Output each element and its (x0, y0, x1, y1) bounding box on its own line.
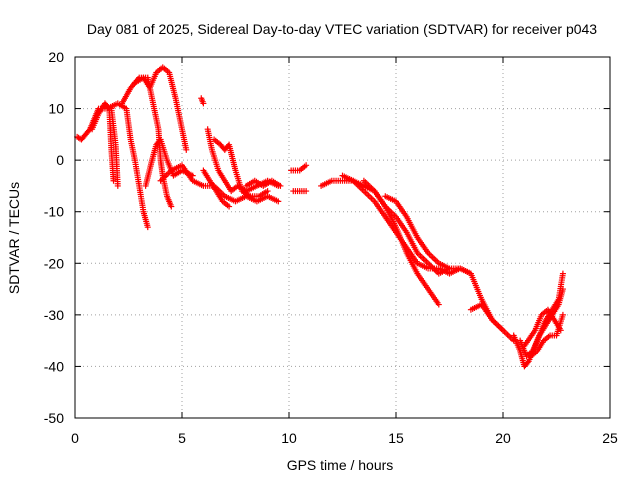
series-satellite-track-16 (339, 172, 474, 277)
series-satellite-track-4 (119, 74, 175, 210)
data-point (110, 177, 117, 184)
data-point (264, 188, 271, 195)
y-tick-label: 10 (48, 101, 64, 117)
y-tick-label: -20 (44, 255, 64, 271)
data-plot (74, 64, 566, 370)
x-axis-title: GPS time / hours (287, 457, 394, 473)
series-satellite-track-22 (527, 311, 566, 360)
data-point (277, 182, 284, 189)
y-tick-label: -40 (44, 358, 64, 374)
data-point (559, 311, 566, 318)
series-satellite-track-17 (360, 177, 453, 277)
data-point (435, 301, 442, 308)
series-satellite-track-13 (288, 162, 310, 174)
series-satellite-track-8 (198, 95, 207, 107)
series-satellite-track-6 (142, 136, 196, 189)
data-point (168, 203, 175, 210)
data-point (303, 188, 310, 195)
data-point (524, 359, 531, 366)
data-point (557, 327, 564, 334)
series-satellite-track-11 (200, 167, 233, 210)
data-point (275, 198, 282, 205)
x-tick-label: 10 (281, 430, 297, 446)
series-satellite-track-10 (211, 136, 271, 200)
data-point (559, 270, 566, 277)
x-tick-label: 20 (495, 430, 511, 446)
y-tick-label: 0 (56, 152, 64, 168)
series-satellite-track-23 (521, 306, 564, 349)
series-satellite-track-3 (104, 100, 151, 231)
tick-labels: 0 5 10 15 20 25 -50 -40 -30 -20 -10 0 10 20 (44, 49, 618, 446)
y-tick-label: -30 (44, 307, 64, 323)
series-satellite-track-5 (131, 64, 190, 153)
x-tick-label: 0 (71, 430, 79, 446)
y-tick-label: -10 (44, 204, 64, 220)
data-point (303, 162, 310, 169)
series-satellite-track-2 (89, 100, 117, 184)
x-tick-label: 15 (388, 430, 404, 446)
data-point (500, 327, 506, 334)
data-point (183, 146, 190, 153)
x-tick-label: 5 (178, 430, 186, 446)
data-point (200, 100, 207, 107)
plot-frame (74, 56, 611, 419)
chart-title: Day 081 of 2025, Sidereal Day-to-day VTE… (87, 21, 597, 37)
data-point (559, 286, 566, 293)
data-point (85, 127, 92, 134)
data-point (144, 224, 151, 231)
y-axis-title: SDTVAR / TECUs (6, 182, 22, 294)
series-satellite-track-14 (290, 188, 310, 195)
axis-ticks (74, 56, 611, 419)
series-satellite-track-12 (243, 177, 284, 189)
data-point (226, 203, 233, 210)
y-tick-label: -50 (44, 410, 64, 426)
y-tick-label: 20 (48, 49, 64, 65)
x-tick-label: 25 (602, 430, 618, 446)
data-point (114, 182, 121, 189)
grid (75, 57, 610, 418)
series-satellite-track-19 (467, 301, 506, 334)
